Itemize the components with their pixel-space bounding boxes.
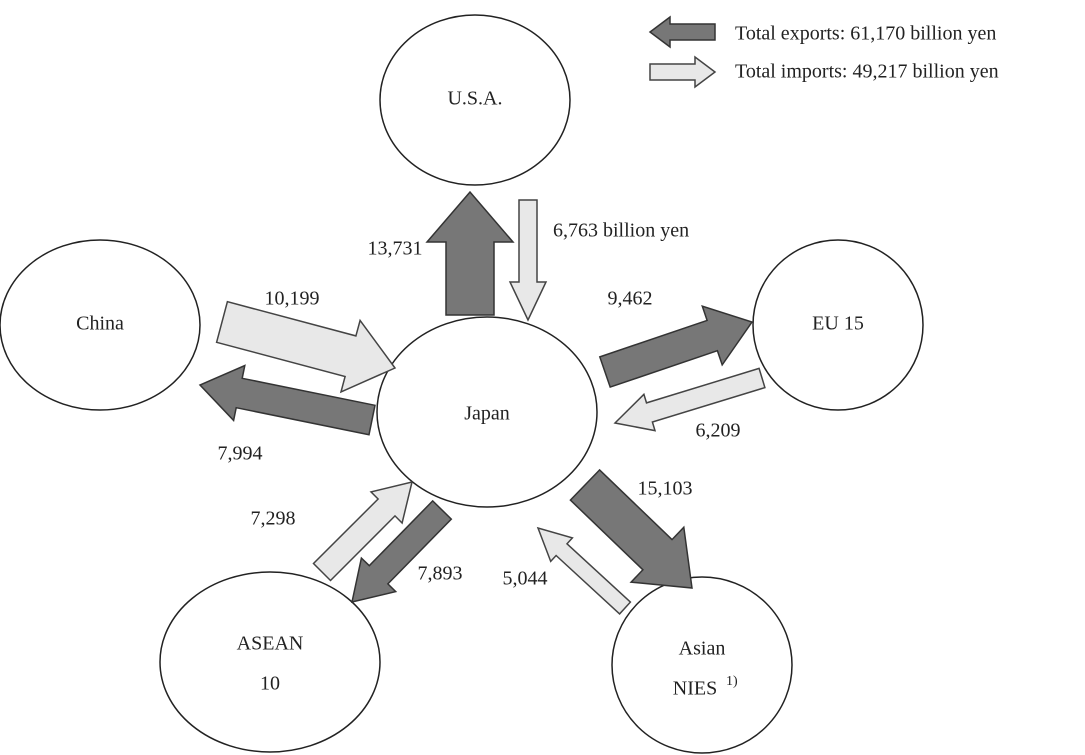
legend-arrow-export (648, 15, 716, 49)
flow-label: 9,462 (608, 288, 653, 310)
node-asean (159, 571, 381, 753)
flow-label: 6,763 billion yen (553, 220, 689, 242)
node-label: U.S.A. (447, 88, 502, 110)
legend-imports: Total imports: 49,217 billion yen (735, 61, 999, 83)
node-label: Japan (464, 403, 510, 425)
flow-label: 10,199 (265, 288, 320, 310)
node-label: ASEAN (237, 633, 304, 655)
node-note: 1) (726, 674, 738, 689)
legend-arrow-import (649, 55, 717, 89)
node-label: NIES (673, 678, 717, 700)
arrow-export-china (198, 364, 376, 436)
legend-exports: Total exports: 61,170 billion yen (735, 23, 996, 45)
arrow-export-usa (425, 190, 515, 316)
arrow-import-nies (536, 526, 632, 615)
flow-label: 6,209 (696, 420, 741, 442)
node-eu (752, 239, 924, 411)
arrow-export-eu (598, 305, 754, 389)
arrow-export-asean (351, 499, 453, 604)
arrow-import-eu (613, 367, 766, 432)
arrow-export-nies (569, 468, 693, 589)
node-label: Asian (679, 638, 726, 660)
arrow-import-usa (508, 199, 548, 322)
node-label: China (76, 313, 124, 335)
flow-label: 15,103 (638, 478, 693, 500)
node-china (0, 239, 201, 411)
flow-label: 7,893 (418, 563, 463, 585)
node-usa (379, 14, 571, 186)
node-label: 10 (260, 673, 280, 695)
flow-label: 5,044 (503, 568, 548, 590)
node-label: EU 15 (812, 313, 864, 335)
flow-label: 7,298 (251, 508, 296, 530)
node-japan (376, 316, 598, 508)
arrow-import-asean (312, 480, 414, 582)
flow-label: 13,731 (368, 238, 423, 260)
arrow-import-china (215, 300, 397, 394)
node-nies (611, 576, 793, 754)
flow-label: 7,994 (218, 443, 263, 465)
